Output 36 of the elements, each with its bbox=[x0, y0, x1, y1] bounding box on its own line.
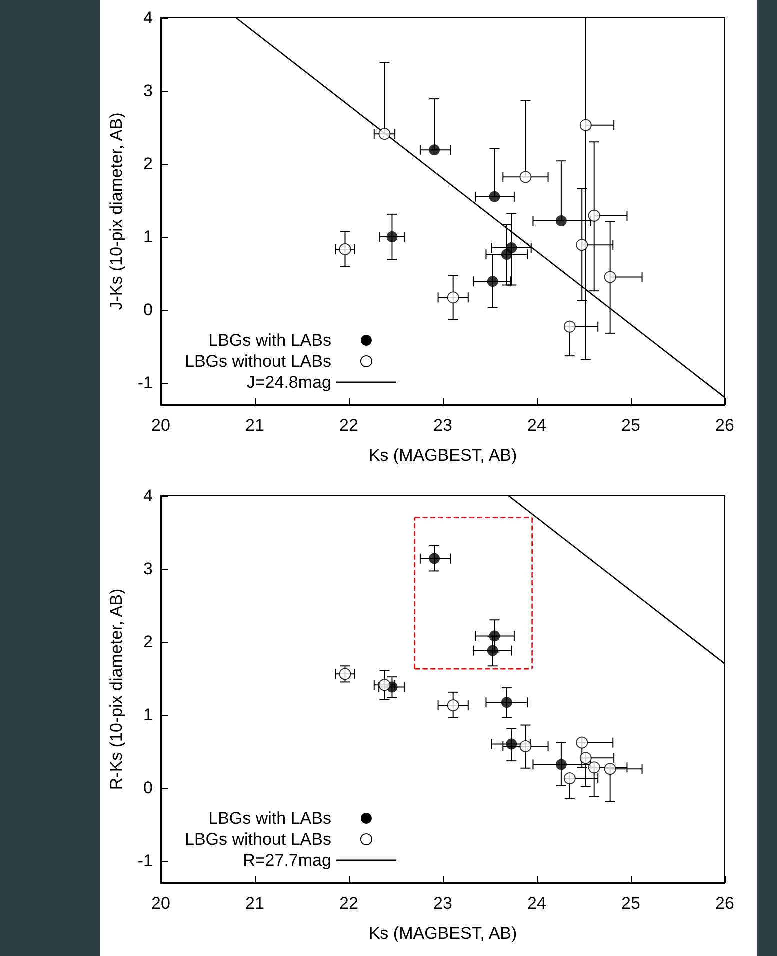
x-tick-label: 20 bbox=[152, 894, 170, 913]
y-tick-label: 4 bbox=[144, 486, 153, 506]
x-tick-label: 25 bbox=[622, 894, 640, 913]
x-tick-label: 26 bbox=[716, 894, 734, 913]
x-tick-label: 24 bbox=[528, 894, 546, 913]
x-tick-label: 22 bbox=[340, 416, 358, 435]
x-tick-label: 21 bbox=[246, 416, 264, 435]
y-tick-label: 1 bbox=[144, 228, 153, 247]
y-tick-label: 3 bbox=[144, 82, 153, 101]
x-tick-label: 24 bbox=[528, 416, 546, 435]
legend-label: R=27.7mag bbox=[243, 851, 332, 870]
x-tick-label: 22 bbox=[340, 894, 358, 913]
legend-label: LBGs with LABs bbox=[208, 809, 332, 828]
y-tick-label: 1 bbox=[144, 706, 153, 725]
y-tick-label: -1 bbox=[138, 852, 153, 871]
y-tick-label: 2 bbox=[144, 632, 153, 652]
y-axis-title: R-Ks (10-pix diameter, AB) bbox=[107, 588, 126, 790]
legend-label: J=24.8mag bbox=[246, 373, 332, 392]
y-tick-label: 0 bbox=[144, 300, 153, 320]
y-tick-label: 0 bbox=[144, 778, 153, 798]
x-tick-label: 23 bbox=[434, 894, 452, 913]
x-tick-label: 20 bbox=[152, 416, 170, 435]
y-tick-label: 2 bbox=[144, 154, 153, 174]
y-tick-label: 4 bbox=[144, 8, 153, 28]
x-tick-label: 26 bbox=[716, 416, 734, 435]
y-axis-title: J-Ks (10-pix diameter, AB) bbox=[107, 112, 126, 310]
x-tick-label: 23 bbox=[434, 416, 452, 435]
y-tick-label: -1 bbox=[138, 374, 153, 393]
y-tick-label: 3 bbox=[144, 560, 153, 579]
x-tick-label: 25 bbox=[622, 416, 640, 435]
legend-label: LBGs with LABs bbox=[208, 331, 332, 350]
legend-label: LBGs without LABs bbox=[184, 352, 332, 371]
x-tick-label: 21 bbox=[246, 894, 264, 913]
x-axis-title: Ks (MAGBEST, AB) bbox=[368, 924, 518, 943]
x-axis-title: Ks (MAGBEST, AB) bbox=[368, 446, 518, 465]
legend-label: LBGs without LABs bbox=[184, 830, 332, 849]
